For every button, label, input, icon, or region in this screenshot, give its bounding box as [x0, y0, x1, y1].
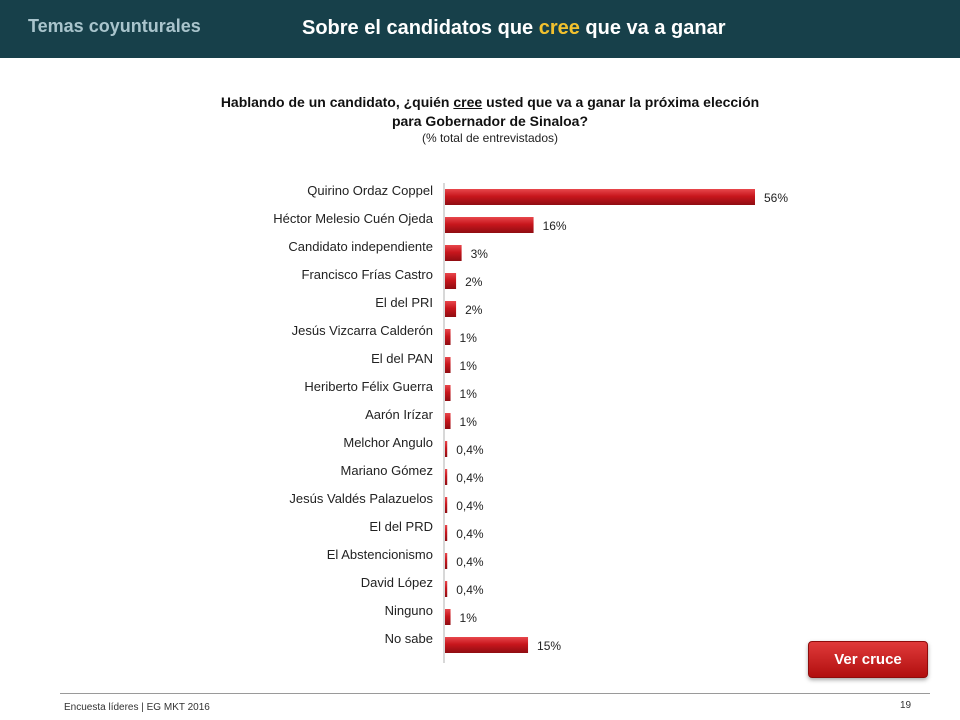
bar	[445, 329, 451, 345]
bar	[445, 245, 462, 261]
bar	[445, 497, 448, 513]
chart-subtitle: (% total de entrevistados)	[421, 131, 559, 145]
category-label: Melchor Angulo	[343, 435, 433, 450]
data-label: 1%	[460, 387, 478, 401]
bar-chart: Quirino Ordaz Coppel 56% Héctor Melesio Cu…	[273, 183, 788, 663]
data-label: 2%	[465, 275, 483, 289]
data-label: 0,4%	[456, 583, 484, 597]
bar	[445, 525, 448, 541]
category-label: El del PRD	[369, 519, 433, 534]
chart-title-part2: usted que va a ganar la próxima elección	[482, 94, 760, 110]
chart-title-underlined: cree	[453, 94, 483, 110]
data-label: 1%	[460, 415, 478, 429]
category-label: Jesús Vizcarra Calderón	[292, 323, 433, 338]
data-label: 0,4%	[456, 471, 484, 485]
data-label: 1%	[460, 611, 478, 625]
category-label: Candidato independiente	[288, 239, 433, 254]
slide-title-part1: Sobre el candidatos que	[302, 17, 539, 39]
data-label: 0,4%	[456, 443, 484, 457]
data-label: 0,4%	[456, 499, 484, 513]
category-label: El Abstencionismo	[327, 547, 433, 562]
category-label: David López	[361, 575, 433, 590]
data-label: 15%	[537, 639, 561, 653]
chart-title: Hablando de un candidato, ¿quién cree us…	[150, 93, 830, 131]
data-label: 0,4%	[456, 527, 484, 541]
category-label: El del PRI	[375, 295, 433, 310]
bar	[445, 357, 451, 373]
section-label: Temas coyunturales	[28, 16, 201, 36]
data-label: 0,4%	[456, 555, 484, 569]
category-label: Heriberto Félix Guerra	[304, 379, 433, 394]
data-label: 1%	[460, 359, 478, 373]
category-label: No sabe	[385, 631, 433, 646]
header-bar: Temas coyunturales Sobre el candidatos q…	[0, 0, 960, 58]
slide-title-part2: que va a ganar	[579, 17, 726, 39]
slide-title: Sobre el candidatos que cree que va a ga…	[302, 17, 726, 40]
bar	[445, 217, 534, 233]
bar	[445, 189, 755, 205]
data-label: 2%	[465, 303, 483, 317]
category-label: Mariano Gómez	[341, 463, 433, 478]
data-label: 1%	[460, 331, 478, 345]
ver-cruce-button[interactable]: Ver cruce	[808, 641, 928, 678]
bar	[445, 273, 457, 289]
footer-source: Encuesta líderes | EG MKT 2016	[64, 702, 210, 713]
slide-title-highlight: cree	[538, 17, 580, 39]
bar	[445, 609, 451, 625]
category-label: El del PAN	[371, 351, 433, 366]
bar	[445, 553, 448, 569]
category-label: Quirino Ordaz Coppel	[307, 183, 433, 198]
category-label: Jesús Valdés Palazuelos	[289, 491, 433, 506]
category-label: Ninguno	[385, 603, 433, 618]
page-number: 19	[900, 700, 912, 711]
bar	[445, 301, 457, 317]
category-label: Aarón Irízar	[365, 407, 434, 422]
category-label: Francisco Frías Castro	[302, 267, 433, 282]
chart-title-line2: para Gobernador de Sinaloa?	[391, 113, 589, 129]
footer-divider	[60, 693, 930, 694]
data-label: 56%	[764, 191, 788, 205]
bar	[445, 581, 448, 597]
bar	[445, 469, 448, 485]
bar	[445, 441, 448, 457]
bar	[445, 413, 451, 429]
data-label: 3%	[471, 247, 489, 261]
bar	[445, 637, 529, 653]
chart-title-part1: Hablando de un candidato, ¿quién	[220, 94, 454, 110]
bar	[445, 385, 451, 401]
category-label: Héctor Melesio Cuén Ojeda	[273, 211, 433, 226]
data-label: 16%	[543, 219, 567, 233]
